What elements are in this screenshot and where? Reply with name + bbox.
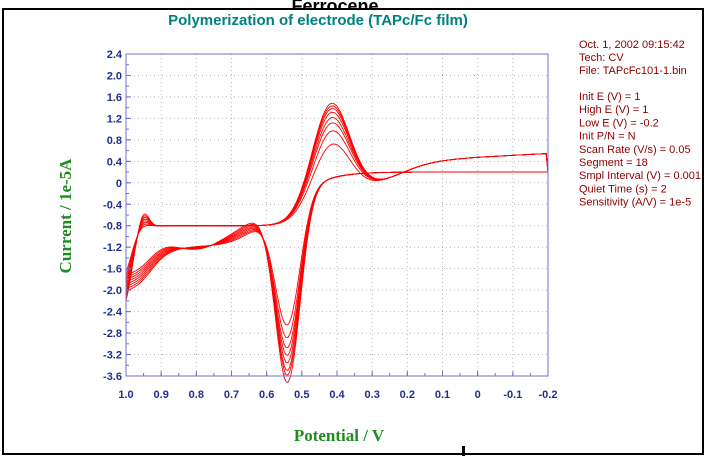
info-line: High E (V) = 1 (579, 104, 648, 116)
x-tick-label: 0.4 (329, 389, 345, 401)
y-tick-label: -2.0 (103, 285, 122, 297)
y-tick-label: 1.2 (107, 113, 122, 125)
x-tick-label: 0 (475, 389, 481, 401)
y-tick-label: -3.2 (103, 350, 122, 362)
x-tick-label: -0.1 (503, 389, 522, 401)
info-line: Smpl Interval (V) = 0.001 (579, 170, 701, 182)
x-tick-label: 0.6 (259, 389, 274, 401)
x-tick-label: -0.2 (539, 389, 558, 401)
y-tick-label: 1.6 (107, 92, 122, 104)
cv-curves (125, 102, 549, 384)
x-tick-label: 0.1 (435, 389, 450, 401)
y-tick-label: 2.4 (107, 49, 123, 61)
cv-cycle-line (125, 102, 549, 384)
y-tick-label: -2.4 (103, 307, 123, 319)
y-tick-label: 2.0 (107, 70, 122, 82)
cursor-mark (462, 446, 465, 456)
plot-area: 1.0 0.9 0.8 0.7 0.6 0.5 0.4 0.3 0.2 0.1 0 -0.1 -0.2 2… (103, 49, 557, 401)
y-tick-label: -3.6 (103, 371, 122, 383)
x-tick-label: 0.9 (154, 389, 169, 401)
chart-title: Polymerization of electrode (TAPc/Fc fil… (168, 12, 468, 29)
x-tick-label: 0.2 (400, 389, 415, 401)
info-line: Segment = 18 (579, 157, 648, 169)
x-tick-label: 1.0 (118, 389, 133, 401)
info-line: Scan Rate (V/s) = 0.05 (579, 144, 691, 156)
x-axis-label: Potential / V (294, 426, 385, 445)
y-tick-label: -0.4 (103, 199, 123, 211)
info-line: Sensitivity (A/V) = 1e-5 (579, 197, 691, 209)
y-tick-label: 0 (116, 178, 122, 190)
y-tick-label: -1.6 (103, 264, 122, 276)
x-tick-label: 0.7 (224, 389, 239, 401)
info-line: Low E (V) = -0.2 (579, 117, 659, 129)
y-axis-label: Current / 1e-5A (56, 158, 75, 274)
info-line: Quiet Time (s) = 2 (579, 183, 667, 195)
info-line: Tech: CV (579, 52, 624, 64)
x-tick-label: 0.5 (294, 389, 309, 401)
info-line: Init P/N = N (579, 131, 636, 143)
info-line: Oct. 1, 2002 09:15:42 (579, 39, 685, 51)
info-line: File: TAPcFc101-1.bin (579, 65, 687, 77)
axis-ticks: 1.0 0.9 0.8 0.7 0.6 0.5 0.4 0.3 0.2 0.1 0 -0.1 -0.2 2… (103, 49, 557, 401)
x-tick-label: 0.3 (365, 389, 380, 401)
x-tick-label: 0.8 (189, 389, 204, 401)
y-tick-label: -0.8 (103, 221, 122, 233)
y-tick-label: -1.2 (103, 242, 122, 254)
y-tick-label: 0.4 (107, 156, 123, 168)
info-line: Init E (V) = 1 (579, 91, 640, 103)
y-tick-label: 0.8 (107, 135, 122, 147)
y-tick-label: -2.8 (103, 328, 122, 340)
